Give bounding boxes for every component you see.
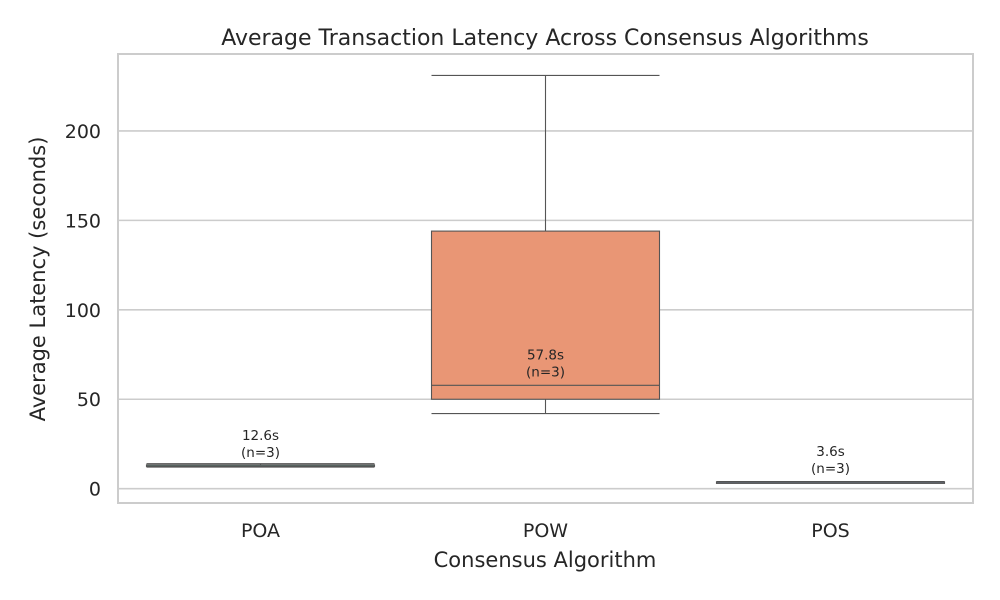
annotation-count: (n=3) bbox=[811, 461, 850, 477]
box-pow bbox=[430, 230, 661, 400]
y-tick-label: 0 bbox=[89, 479, 101, 501]
y-axis-label: Average Latency (seconds) bbox=[26, 137, 50, 422]
annotation-value: 3.6s bbox=[816, 444, 845, 460]
y-tick-label: 100 bbox=[65, 300, 101, 322]
y-tick-label: 50 bbox=[77, 389, 101, 411]
box-annotations: 12.6s(n=3)57.8s(n=3)3.6s(n=3) bbox=[241, 347, 850, 477]
x-tick-label: POS bbox=[811, 520, 849, 542]
annotation-count: (n=3) bbox=[526, 364, 565, 380]
plot-frame bbox=[117, 53, 974, 504]
box-series bbox=[145, 74, 946, 484]
x-tick-label: POW bbox=[523, 520, 568, 542]
annotation-count: (n=3) bbox=[241, 445, 280, 461]
x-axis-label: Consensus Algorithm bbox=[434, 548, 657, 572]
annotation-value: 12.6s bbox=[242, 428, 279, 444]
annotation-value: 57.8s bbox=[527, 347, 564, 363]
x-tick-labels: POA POW POS bbox=[241, 520, 850, 542]
y-tick-label: 200 bbox=[65, 121, 101, 143]
chart-title: Average Transaction Latency Across Conse… bbox=[221, 26, 869, 51]
y-tick-labels: 0 50 100 150 200 bbox=[65, 121, 101, 501]
y-tick-label: 150 bbox=[65, 210, 101, 232]
x-tick-label: POA bbox=[241, 520, 280, 542]
